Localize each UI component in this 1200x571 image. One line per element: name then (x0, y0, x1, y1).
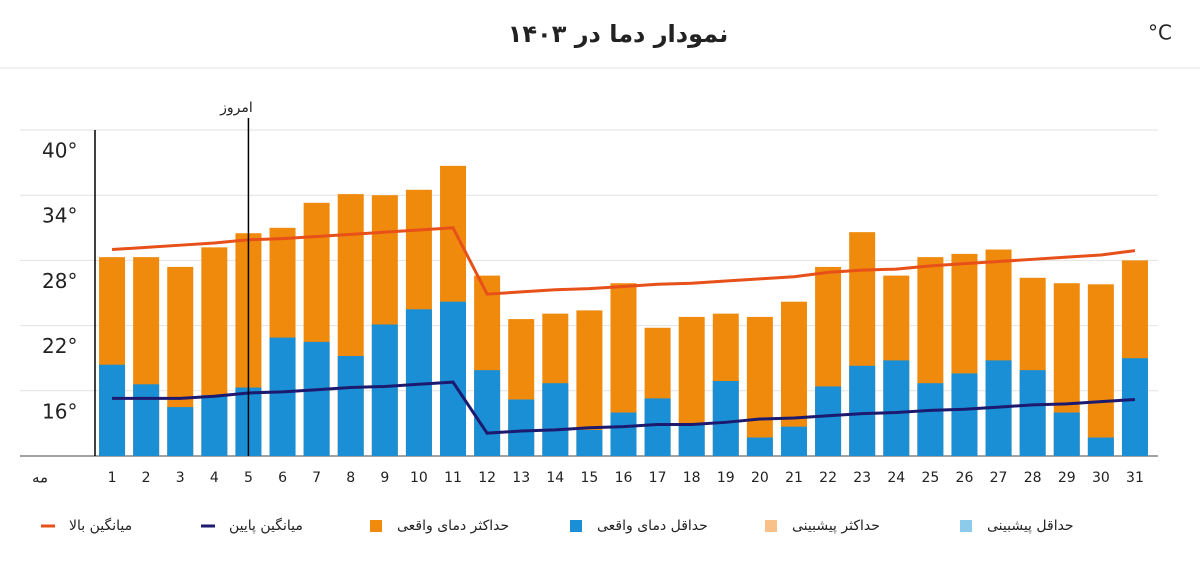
y-tick-label: 22° (42, 334, 77, 358)
bar (746, 316, 773, 456)
legend-label: حداقل پیشبینی (987, 518, 1074, 534)
x-tick-label: 31 (1126, 470, 1144, 486)
bar (1121, 358, 1148, 456)
y-tick-label: 16° (42, 399, 77, 423)
y-tick-label: 28° (42, 269, 77, 293)
x-tick-label: 1 (108, 470, 117, 486)
bar (576, 429, 603, 456)
x-tick-label: 30 (1092, 470, 1110, 486)
x-tick-label: 5 (244, 470, 253, 486)
bar (337, 356, 364, 456)
bar (303, 341, 330, 456)
x-tick-label: 19 (717, 470, 735, 486)
bar (1087, 284, 1114, 456)
x-tick-label: 10 (410, 470, 428, 486)
bar (849, 365, 876, 456)
line (112, 380, 1136, 435)
bar (201, 395, 228, 456)
bar (678, 424, 705, 456)
bar (167, 407, 194, 456)
bar (610, 412, 637, 456)
bar (269, 337, 296, 456)
x-tick-label: 8 (346, 470, 355, 486)
legend-label: میانگین پایین (229, 517, 303, 534)
bar (951, 373, 978, 456)
bar (371, 324, 398, 456)
bar (1087, 437, 1114, 456)
bar (780, 426, 807, 456)
x-tick-label: 16 (615, 470, 633, 486)
bar (746, 437, 773, 456)
x-tick-label: 6 (278, 470, 287, 486)
y-tick-label: 34° (42, 204, 77, 228)
legend-label: حداکثر پیشبینی (792, 518, 880, 534)
legend-swatch (765, 520, 777, 532)
x-tick-label: 13 (512, 470, 530, 486)
legend-swatch (570, 520, 582, 532)
bar (474, 370, 501, 456)
bar (440, 301, 467, 456)
line (111, 226, 1136, 296)
x-tick-label: 9 (380, 470, 389, 486)
x-tick-label: 24 (887, 470, 905, 486)
bar (883, 360, 910, 456)
bar (712, 381, 739, 456)
bar (1019, 370, 1046, 456)
bar (99, 364, 126, 456)
x-tick-label: 27 (990, 470, 1008, 486)
bar (542, 383, 569, 456)
x-tick-label: 7 (312, 470, 321, 486)
x-tick-label: 14 (546, 470, 564, 486)
x-axis-label: مه (32, 469, 48, 487)
x-tick-label: 25 (921, 470, 939, 486)
chart-title: نمودار دما در ۱۴۰۳ (508, 20, 729, 48)
x-tick-label: 15 (580, 470, 598, 486)
x-tick-label: 11 (444, 470, 462, 486)
bar (1053, 412, 1080, 456)
legend-swatch (960, 520, 972, 532)
y-tick-label: 40° (42, 139, 77, 163)
legend-label: میانگین بالا (69, 517, 132, 534)
today-label: امروز (219, 100, 253, 116)
legend-label: حداقل دمای واقعی (597, 518, 708, 534)
x-tick-label: 23 (853, 470, 871, 486)
legend-swatch (370, 520, 382, 532)
bar (508, 399, 535, 456)
bar (815, 386, 842, 456)
x-tick-label: 21 (785, 470, 803, 486)
bar (917, 383, 944, 456)
legend-label: حداکثر دمای واقعی (397, 518, 509, 534)
x-tick-label: 4 (210, 470, 219, 486)
x-tick-label: 26 (956, 470, 974, 486)
bar (133, 384, 160, 456)
x-tick-label: 2 (142, 470, 151, 486)
x-tick-label: 29 (1058, 470, 1076, 486)
x-tick-label: 18 (683, 470, 701, 486)
x-tick-label: 3 (176, 470, 185, 486)
bar (644, 398, 671, 456)
x-tick-label: 20 (751, 470, 769, 486)
x-tick-label: 17 (649, 470, 667, 486)
x-tick-label: 22 (819, 470, 837, 486)
x-tick-label: 28 (1024, 470, 1042, 486)
x-tick-label: 12 (478, 470, 496, 486)
unit-label: °C (1148, 21, 1172, 45)
